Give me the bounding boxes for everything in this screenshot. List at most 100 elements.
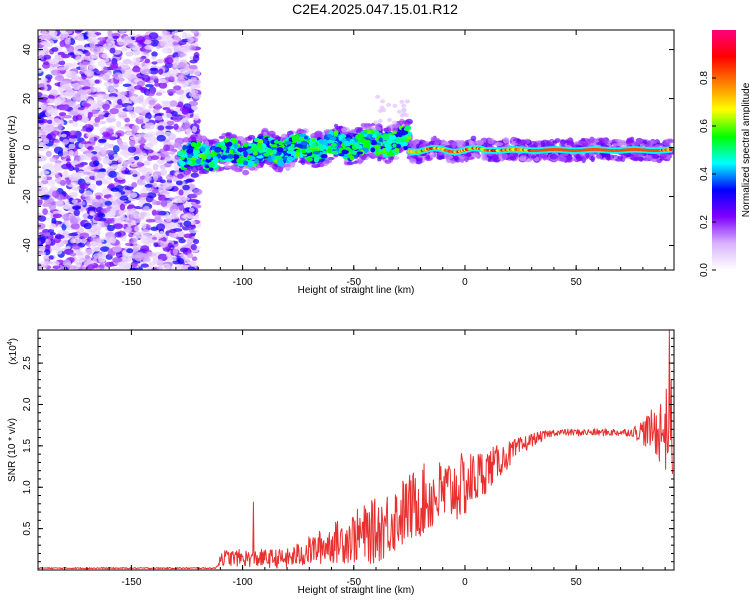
spectrogram-cell [68, 100, 77, 106]
spectrogram-cell [247, 160, 255, 167]
spectrogram-cell [105, 85, 115, 91]
spectrogram-cell [38, 215, 47, 222]
spectrogram-cell [356, 151, 364, 155]
spectrogram-cell [185, 128, 193, 134]
spectrogram-cell [52, 190, 60, 198]
spectrogram-cell [257, 144, 263, 148]
spectrogram-cell [615, 139, 623, 143]
spectrogram-cell [450, 159, 456, 164]
spectrogram-cell [585, 152, 590, 159]
spectrogram-cell [555, 138, 562, 143]
spectrogram-cell [171, 209, 179, 217]
spectrogram-cell [53, 139, 61, 144]
spectrogram-cell [89, 45, 99, 53]
spectrogram-cell [353, 160, 358, 164]
spectrogram-cell [52, 210, 62, 215]
spectrogram-cell [284, 163, 291, 167]
spectrogram-cell [125, 51, 134, 57]
spectrogram-cell [168, 43, 174, 48]
spectrogram-cell [66, 45, 75, 53]
spectrogram-cell [331, 142, 337, 147]
spectrogram-cell [501, 153, 508, 160]
spectrogram-cell [72, 94, 81, 102]
spectrogram-cell [74, 164, 85, 168]
spectrogram-cell [333, 130, 339, 136]
spectrogram-cell [97, 114, 105, 120]
page-title: C2E4.2025.047.15.01.R12 [292, 1, 458, 17]
spectrogram-cell [112, 245, 122, 253]
spectrogram-cell [94, 247, 102, 252]
spectrogram-cell [175, 180, 183, 186]
spectrogram-cell [182, 184, 190, 191]
spectrogram-cell [90, 232, 97, 238]
spectrogram-cell [179, 53, 187, 57]
spectrogram-cell [145, 219, 156, 223]
spectrogram-cell [186, 149, 194, 154]
spectrogram-cell [96, 171, 106, 179]
spectrogram-cell [51, 47, 59, 52]
spectrogram-cell [386, 152, 395, 157]
spectrogram-cell [274, 166, 283, 173]
spectrogram-cell [38, 155, 47, 162]
spectrogram-cell [120, 126, 130, 130]
spectrogram-cell [549, 153, 558, 160]
spectrogram-cell [306, 157, 313, 162]
spectrogram-cell [130, 163, 138, 168]
spectrogram-cell [318, 139, 324, 144]
spectrogram-cell [132, 66, 142, 73]
spectrogram-cell [298, 133, 306, 137]
spectrogram-cell [178, 189, 184, 196]
spectrogram-cell [108, 103, 117, 107]
spectrogram-cell [82, 61, 90, 66]
spectrogram-cell [83, 190, 93, 197]
spectrogram-cell [54, 177, 62, 183]
spectrogram-cell [88, 65, 96, 70]
spectrogram-cell [94, 79, 100, 84]
spectrogram-cell [49, 223, 57, 230]
spectrogram-cell [164, 57, 174, 65]
spectrogram-cell [392, 130, 397, 135]
spectrogram-cell [46, 116, 55, 121]
spectrogram-cell [453, 155, 460, 162]
spectrogram-cell [612, 143, 617, 148]
spectrogram-cell [376, 151, 383, 155]
spectrogram-cell [88, 78, 96, 84]
spectrogram-cell [430, 136, 437, 142]
spectrogram-cell [113, 83, 119, 88]
spectrogram-cell [79, 148, 87, 152]
spectrogram-cell [143, 160, 151, 166]
spectrogram-cell [154, 213, 161, 221]
spectrogram-cell [400, 130, 409, 135]
spectrogram-cell [418, 157, 423, 161]
spectrogram-cell [151, 61, 158, 65]
spectrogram-cell [42, 208, 48, 216]
spectrogram-cell [61, 163, 71, 170]
spectrogram-cell [107, 30, 113, 35]
spectrogram-cell [118, 261, 128, 267]
spectrogram-cell [47, 119, 53, 124]
spectrogram-cell [513, 152, 519, 157]
spectrogram-cell [277, 160, 285, 167]
spectrogram-cell [79, 232, 90, 239]
spectrogram-cell [117, 165, 126, 171]
spectrogram-cell [138, 266, 144, 270]
spectrogram-cell [129, 136, 139, 141]
spectrogram-cell [143, 133, 150, 140]
spectrogram-cell [96, 46, 105, 53]
spectrogram-cell [48, 94, 55, 100]
spectrogram-cell [90, 109, 99, 115]
spectrogram-cell [130, 61, 136, 66]
spectrogram-cell [58, 112, 67, 116]
spectrogram-cell [57, 123, 64, 130]
spectrogram-cell [56, 67, 66, 71]
spectrogram-cell [87, 111, 93, 118]
spectrogram-cell [355, 134, 363, 140]
spectrogram-cell [191, 166, 199, 173]
spectrogram-cell [188, 229, 198, 234]
spectrogram-cell [64, 37, 71, 45]
spectrogram-cell [130, 169, 138, 175]
spectrogram-cell [167, 151, 176, 155]
spectrogram-cell [132, 56, 141, 63]
spectrogram-cell [38, 262, 43, 270]
